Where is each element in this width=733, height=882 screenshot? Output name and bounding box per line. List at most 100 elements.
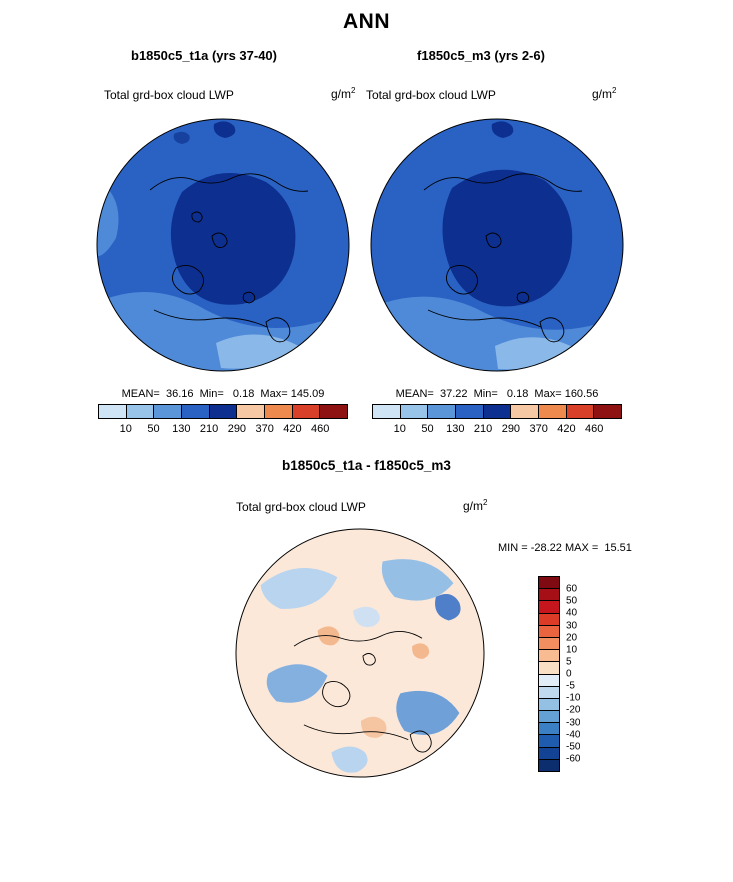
panel-right-stats: MEAN= 37.22 Min= 0.18 Max= 160.56 (395, 388, 599, 400)
colorbar-tick-label: 50 (421, 423, 434, 435)
colorbar-segment (182, 405, 210, 418)
colorbar-boundary-label: -5 (566, 680, 575, 692)
colorbar-segment (373, 405, 401, 418)
colorbar-boundary-label: -10 (566, 692, 581, 704)
colorbar-segment (539, 601, 559, 614)
colorbar-segment (539, 735, 559, 748)
colorbar-segment (539, 698, 559, 712)
colorbar-segment (483, 405, 512, 418)
map-dark-center-region (442, 121, 573, 307)
diff-colorbar-segments (538, 576, 560, 772)
colorbar-boundary-label: 50 (566, 595, 578, 607)
colorbar-segment (539, 589, 559, 602)
colorbar-boundary-label: 30 (566, 620, 578, 631)
colorbar-segment (539, 650, 559, 663)
colorbar-segment (539, 613, 559, 626)
colorbar-tick-label: 460 (311, 423, 330, 435)
colorbar-segment (539, 625, 559, 638)
panel-right-header: f1850c5_m3 (yrs 2-6) (417, 48, 545, 63)
colorbar-segment (539, 723, 559, 736)
colorbar-segment (511, 405, 540, 418)
colorbar-segment (265, 405, 293, 418)
colorbar-tick-label: 370 (255, 423, 274, 435)
colorbar-segment (456, 405, 484, 418)
colorbar-segment (292, 405, 321, 418)
polar-map-right (370, 118, 624, 372)
colorbar-segment (99, 405, 127, 418)
colorbar-tick-label: 460 (585, 423, 604, 435)
colorbar-boundary-label: 60 (566, 583, 578, 595)
panel-left-header: b1850c5_t1a (yrs 37-40) (131, 48, 277, 63)
colorbar-tick-label: 50 (147, 423, 160, 435)
figure-title: ANN (343, 10, 390, 33)
colorbar-boundary-label: -60 (566, 753, 581, 765)
colorbar-segment (237, 405, 266, 418)
colorbar-segment (154, 405, 183, 418)
colorbar-segment (594, 405, 622, 418)
colorbar-segment (400, 405, 429, 418)
panel-right-units-base: g/m (592, 87, 613, 101)
colorbar-segment (539, 686, 559, 699)
colorbar-segment (539, 747, 559, 760)
colorbar-tick-label: 290 (501, 423, 521, 435)
coastlines (423, 173, 583, 343)
polar-map-diff (235, 528, 485, 778)
colorbar-ticks: 10 50 130 210 290 370 420 460 (372, 423, 622, 437)
colorbar-segment (539, 711, 559, 724)
colorbar-segments (98, 404, 348, 419)
colorbar-segment (539, 405, 567, 418)
map-outline (96, 118, 350, 372)
map-outline (370, 118, 624, 372)
diff-negative-regions (260, 559, 461, 773)
panel-right-colorbar: 10 50 130 210 290 370 420 460 (372, 404, 622, 437)
colorbar-boundary-label: -40 (566, 729, 581, 741)
colorbar-tick-label: 420 (557, 423, 576, 435)
colorbar-segment (126, 405, 155, 418)
colorbar-tick-label: 290 (227, 423, 247, 435)
diff-positive-regions (317, 626, 430, 738)
colorbar-boundary-label: 0 (566, 668, 572, 680)
colorbar-tick-label: 10 (119, 423, 132, 435)
panel-left-stats: MEAN= 36.16 Min= 0.18 Max= 145.09 (121, 388, 325, 400)
colorbar-boundary-label: -30 (566, 717, 581, 728)
colorbar-segment (539, 674, 559, 687)
map-base-fill (235, 528, 485, 778)
colorbar-tick-label: 130 (446, 423, 465, 435)
colorbar-tick-label: 210 (199, 423, 219, 435)
panel-right-units: g/m2 (592, 86, 616, 101)
colorbar-segment (566, 405, 595, 418)
map-outline (235, 528, 485, 778)
colorbar-tick-label: 210 (473, 423, 493, 435)
coastlines (149, 173, 309, 343)
colorbar-segments (372, 404, 622, 419)
diff-header: b1850c5_t1a - f1850c5_m3 (282, 458, 451, 473)
colorbar-segment (539, 637, 559, 651)
diff-colorbar: 60 50 40 30 20 10 5 0 -5 -10 -20 -30 -40 -50 -60 (538, 576, 608, 772)
colorbar-tick-label: 130 (172, 423, 191, 435)
panel-left-units-exp: 2 (351, 86, 356, 95)
colorbar-boundary-label: 40 (566, 607, 578, 619)
colorbar-segment (320, 405, 348, 418)
panel-right-field-label: Total grd-box cloud LWP (366, 88, 496, 102)
colorbar-boundary-label: 20 (566, 632, 578, 644)
colorbar-segment (539, 759, 559, 771)
colorbar-boundary-label: -50 (566, 741, 581, 753)
colorbar-boundary-label: -20 (566, 704, 581, 716)
polar-map-left (96, 118, 350, 372)
colorbar-segment (428, 405, 457, 418)
panel-left-colorbar: 10 50 130 210 290 370 420 460 (98, 404, 348, 437)
diff-field-label: Total grd-box cloud LWP (236, 500, 366, 514)
diff-units-exp: 2 (483, 498, 488, 507)
diff-map (235, 528, 485, 778)
coastlines (293, 631, 432, 753)
panel-left-map (96, 118, 350, 372)
panel-right-map (370, 118, 624, 372)
map-dark-center-region (170, 121, 296, 305)
diff-units-base: g/m (463, 499, 484, 513)
colorbar-segment (539, 577, 559, 590)
panel-left-field-label: Total grd-box cloud LWP (104, 88, 234, 102)
panel-left-units-base: g/m (331, 87, 352, 101)
diff-minmax: MIN = -28.22 MAX = 15.51 (498, 542, 632, 554)
panel-left-units: g/m2 (331, 86, 355, 101)
